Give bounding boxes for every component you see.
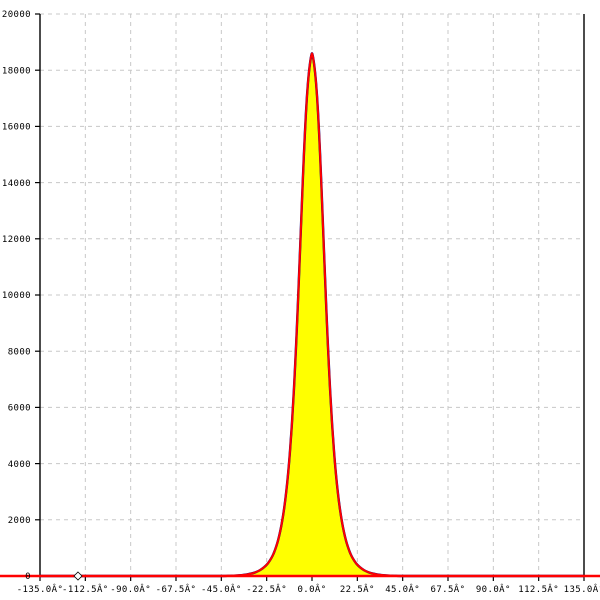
y-tick-label: 4000 (8, 460, 31, 470)
x-tick-label: 135.0Â° (564, 583, 600, 595)
y-tick-label: 8000 (8, 347, 31, 357)
y-tick-label: 0 (25, 572, 31, 582)
y-axis-tick-labels: 0 2000 4000 6000 8000 10000 12000 14000 16000 180… (2, 10, 31, 582)
x-tick-label: -135.0Â° (17, 583, 64, 595)
x-tick-label: -67.5Â° (156, 583, 197, 595)
y-tick-label: 20000 (2, 10, 31, 20)
y-tick-label: 2000 (8, 516, 31, 526)
origin-marker-icon (73, 571, 83, 581)
x-tick-label: 67.5Â° (431, 583, 466, 595)
x-tick-label: -45.0Â° (201, 583, 242, 595)
y-tick-label: 6000 (8, 404, 31, 414)
x-tick-label: -22.5Â° (246, 583, 287, 595)
x-tick-label: 45.0Â° (385, 583, 420, 595)
x-tick-label: 90.0Â° (476, 583, 511, 595)
x-tick-label: 22.5Â° (340, 583, 375, 595)
x-tick-label: -112.5Â° (62, 583, 109, 595)
y-tick-label: 12000 (2, 235, 31, 245)
y-tick-label: 18000 (2, 66, 31, 76)
y-tick-label: 14000 (2, 179, 31, 189)
distribution-area-fill (40, 53, 584, 577)
x-tick-label: 112.5Â° (518, 583, 559, 595)
y-tick-label: 16000 (2, 123, 31, 133)
y-tick-label: 10000 (2, 291, 31, 301)
x-tick-label: -90.0Â° (110, 583, 151, 595)
x-tick-label: 0.0Â° (297, 583, 326, 595)
x-axis-tick-labels: -135.0Â°-112.5Â° -90.0Â° -67.5Â° -45.0Â° -22… (17, 583, 600, 595)
